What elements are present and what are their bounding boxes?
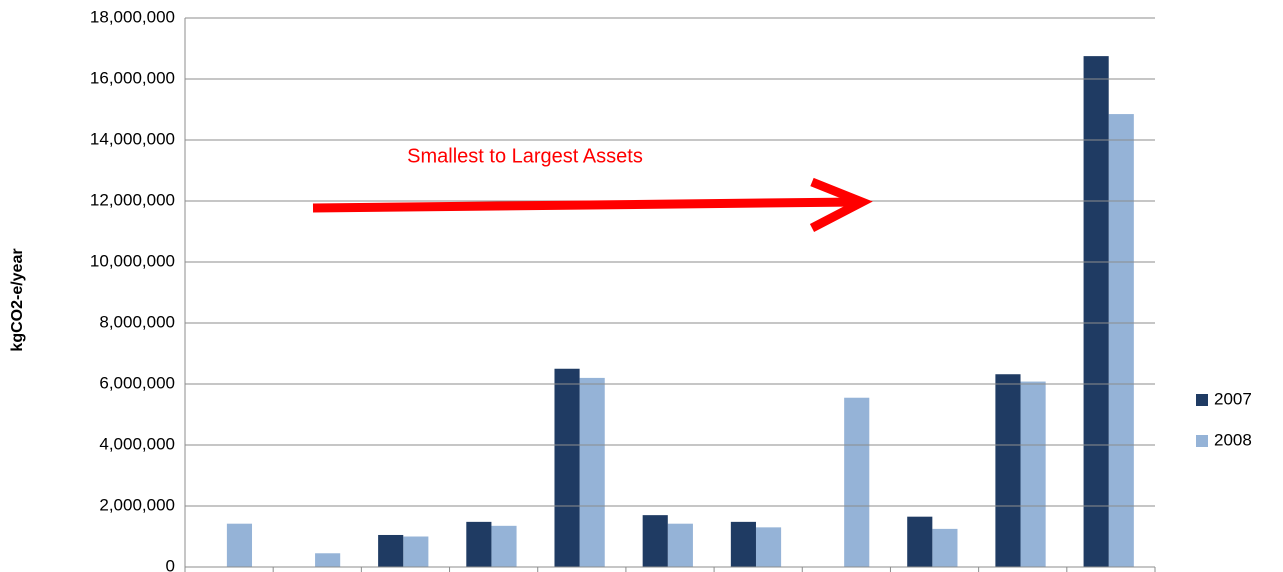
bar bbox=[1108, 114, 1134, 567]
bar bbox=[403, 536, 429, 567]
y-tick-label: 2,000,000 bbox=[99, 495, 175, 514]
arrow bbox=[312, 177, 873, 232]
bar bbox=[907, 516, 933, 567]
bar bbox=[315, 553, 341, 567]
y-tick-label: 12,000,000 bbox=[90, 190, 175, 209]
legend-label: 2008 bbox=[1214, 430, 1252, 449]
bar bbox=[667, 523, 693, 567]
y-axis-label: kgCO2-e/year bbox=[9, 248, 26, 351]
y-tick-label: 18,000,000 bbox=[90, 7, 175, 26]
bar bbox=[1083, 56, 1109, 567]
arrow-shaft bbox=[312, 197, 859, 213]
bar bbox=[642, 515, 668, 567]
y-tick-label: 6,000,000 bbox=[99, 373, 175, 392]
y-tick-label: 16,000,000 bbox=[90, 68, 175, 87]
legend-swatch bbox=[1196, 435, 1208, 447]
annotation: Smallest to Largest Assets bbox=[407, 145, 643, 167]
bar bbox=[378, 534, 404, 567]
bar bbox=[466, 521, 492, 567]
bar bbox=[995, 374, 1021, 567]
bar bbox=[554, 368, 580, 567]
bar bbox=[491, 525, 517, 567]
y-tick-label: 14,000,000 bbox=[90, 129, 175, 148]
bar bbox=[730, 521, 756, 567]
bar bbox=[579, 377, 605, 567]
y-tick-label: 10,000,000 bbox=[90, 251, 175, 270]
y-tick-label: 8,000,000 bbox=[99, 312, 175, 331]
bar bbox=[755, 527, 782, 567]
bar bbox=[932, 528, 958, 567]
legend-swatch bbox=[1196, 394, 1208, 406]
legend-label: 2007 bbox=[1214, 389, 1252, 408]
bar bbox=[844, 397, 870, 567]
y-tick-label: 4,000,000 bbox=[99, 434, 175, 453]
y-tick-label: 0 bbox=[166, 556, 175, 572]
bar bbox=[1020, 381, 1046, 567]
bar bbox=[226, 523, 253, 567]
arrow-head bbox=[809, 177, 873, 232]
